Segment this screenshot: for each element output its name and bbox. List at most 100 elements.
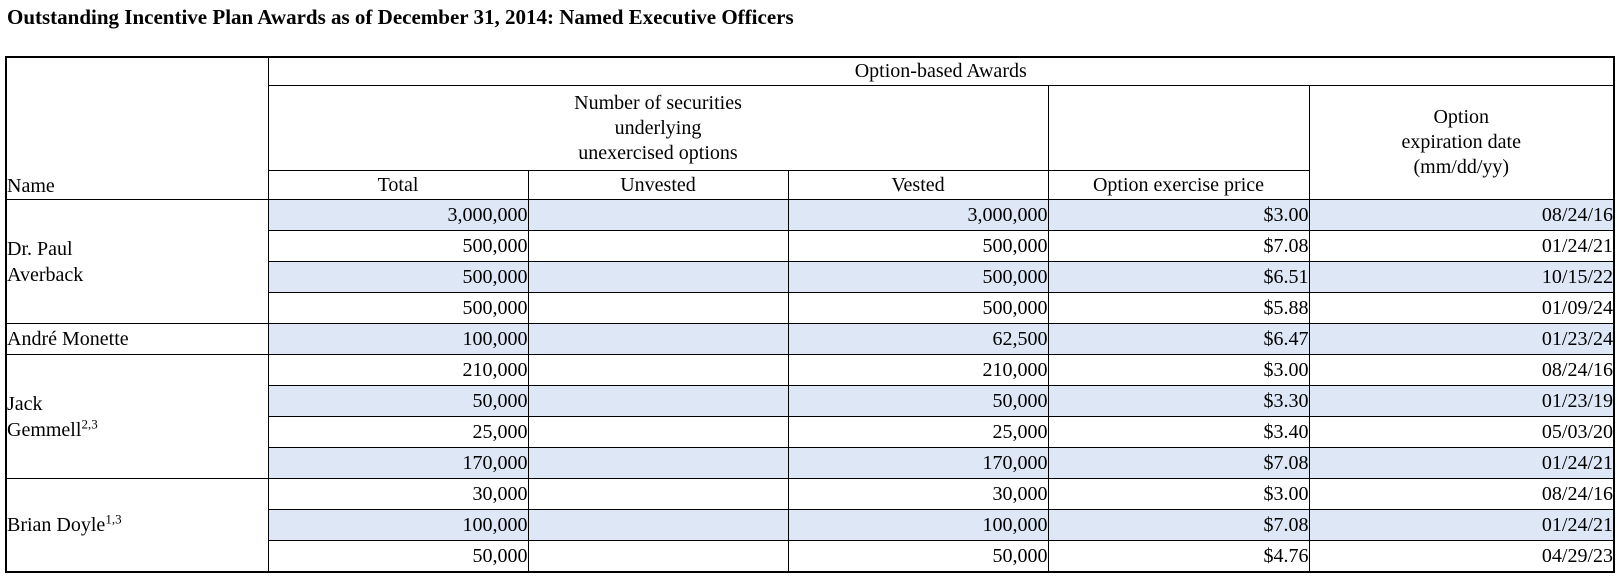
expiry-cell: 01/23/24 xyxy=(1308,323,1615,355)
column-header-unvested: Unvested xyxy=(527,170,789,200)
expiry-cell: 01/23/19 xyxy=(1308,385,1615,417)
vested-cell: 62,500 xyxy=(787,323,1049,355)
group-header-securities-line: underlying xyxy=(614,116,702,139)
price-cell: $7.08 xyxy=(1047,447,1310,479)
footnote-reference: 1,3 xyxy=(105,511,122,527)
vested-cell: 50,000 xyxy=(787,540,1049,573)
unvested-cell xyxy=(527,323,789,355)
expiry-cell: 01/09/24 xyxy=(1308,292,1615,324)
vested-cell: 210,000 xyxy=(787,354,1049,386)
expiry-cell: 01/24/21 xyxy=(1308,447,1615,479)
column-header-total: Total xyxy=(267,170,529,200)
footnote-reference: 2,3 xyxy=(81,415,98,431)
span-header-option-based-awards: Option-based Awards xyxy=(267,56,1615,86)
price-cell: $3.00 xyxy=(1047,478,1310,510)
unvested-cell xyxy=(527,540,789,573)
table-row: 100,000 100,000 $7.08 01/24/21 xyxy=(6,509,1615,541)
total-cell: 50,000 xyxy=(267,385,529,417)
awards-table: Name Option-based Awards Number of secur… xyxy=(5,56,1616,573)
price-cell: $3.00 xyxy=(1047,354,1310,386)
expiry-cell: 05/03/20 xyxy=(1308,416,1615,448)
header-row-groups: Number of securities underlying unexerci… xyxy=(6,85,1615,200)
vested-cell: 30,000 xyxy=(787,478,1049,510)
vested-cell: 50,000 xyxy=(787,385,1049,417)
total-cell: 100,000 xyxy=(267,323,529,355)
total-cell: 500,000 xyxy=(267,292,529,324)
expiry-cell: 01/24/21 xyxy=(1308,230,1615,262)
unvested-cell xyxy=(527,478,789,510)
price-cell: $3.40 xyxy=(1047,416,1310,448)
total-cell: 3,000,000 xyxy=(267,199,529,231)
unvested-cell xyxy=(527,385,789,417)
vested-cell: 100,000 xyxy=(787,509,1049,541)
unvested-cell xyxy=(527,261,789,293)
price-cell: $3.00 xyxy=(1047,199,1310,231)
officer-name: Dr. Paul xyxy=(7,237,73,260)
unvested-cell xyxy=(527,230,789,262)
officer-name-cell: Jack Gemmell2,3 xyxy=(5,354,269,479)
vested-cell: 500,000 xyxy=(787,230,1049,262)
price-cell: $7.08 xyxy=(1047,230,1310,262)
column-header-expiration-line: Option xyxy=(1433,106,1490,128)
column-header-price: Option exercise price xyxy=(1047,170,1310,200)
table-row: Dr. Paul Averback 3,000,000 3,000,000 $3.00 0… xyxy=(5,199,1615,324)
group-header-securities-line: unexercised options xyxy=(578,141,738,164)
column-header-vested: Vested xyxy=(787,170,1049,200)
expiry-cell: 08/24/16 xyxy=(1308,478,1615,510)
awards-table-header: Name Option-based Awards Number of secur… xyxy=(5,56,1615,200)
price-cell: $6.47 xyxy=(1047,323,1310,355)
total-cell: 30,000 xyxy=(267,478,529,510)
price-cell: $5.88 xyxy=(1047,292,1310,324)
awards-table-body: Dr. Paul Averback 3,000,000 3,000,000 $3.00 0… xyxy=(5,199,1615,573)
table-row: Brian Doyle1,3 30,000 30,000 $3.00 08/24/16 xyxy=(5,478,1615,573)
unvested-cell xyxy=(527,416,789,448)
unvested-cell xyxy=(527,447,789,479)
group-header-securities: Number of securities underlying unexerci… xyxy=(267,85,1049,171)
officer-name: Gemmell xyxy=(7,418,82,441)
vested-cell: 500,000 xyxy=(787,292,1049,324)
unvested-cell xyxy=(527,292,789,324)
column-header-expiration-line: expiration date xyxy=(1401,131,1521,153)
vested-cell: 3,000,000 xyxy=(787,199,1049,231)
expiry-cell: 08/24/16 xyxy=(1308,199,1615,231)
price-cell: $6.51 xyxy=(1047,261,1310,293)
expiry-cell: 01/24/21 xyxy=(1308,509,1615,541)
expiry-cell: 04/29/23 xyxy=(1308,540,1615,573)
table-row: 500,000 500,000 $6.51 10/15/22 xyxy=(6,261,1615,293)
price-cell: $4.76 xyxy=(1047,540,1310,573)
vested-cell: 25,000 xyxy=(787,416,1049,448)
page-title: Outstanding Incentive Plan Awards as of … xyxy=(7,5,794,29)
price-cell: $3.30 xyxy=(1047,385,1310,417)
expiry-cell: 08/24/16 xyxy=(1308,354,1615,386)
expiry-cell: 10/15/22 xyxy=(1308,261,1615,293)
total-cell: 25,000 xyxy=(267,416,529,448)
table-row: 50,000 50,000 $3.30 01/23/19 xyxy=(6,385,1615,417)
header-spacer-cell xyxy=(1047,85,1310,171)
column-header-expiration-line: (mm/dd/yy) xyxy=(1413,156,1510,178)
column-header-name: Name xyxy=(5,56,269,200)
total-cell: 210,000 xyxy=(267,354,529,386)
table-row: Jack Gemmell2,3 210,000 210,000 $3.00 08/24/1… xyxy=(5,354,1615,479)
total-cell: 500,000 xyxy=(267,230,529,262)
officer-name: Averback xyxy=(7,263,84,286)
header-row-columns: Total Unvested Vested Option exercise pr… xyxy=(6,170,1614,200)
total-cell: 170,000 xyxy=(267,447,529,479)
table-row: 50,000 50,000 $4.76 04/29/23 xyxy=(6,540,1615,573)
column-header-expiration: Option expiration date (mm/dd/yy) xyxy=(1308,85,1615,200)
officer-name-cell: André Monette xyxy=(5,323,269,355)
price-cell: $7.08 xyxy=(1047,509,1310,541)
vested-cell: 170,000 xyxy=(787,447,1049,479)
unvested-cell xyxy=(527,354,789,386)
total-cell: 100,000 xyxy=(267,509,529,541)
unvested-cell xyxy=(527,199,789,231)
officer-name-cell: Dr. Paul Averback xyxy=(5,199,269,324)
officer-name: Brian Doyle xyxy=(7,514,106,536)
header-row-span: Name Option-based Awards xyxy=(5,56,1615,200)
officer-name: André Monette xyxy=(7,328,129,350)
officer-name: Jack xyxy=(7,392,43,415)
vested-cell: 500,000 xyxy=(787,261,1049,293)
unvested-cell xyxy=(527,509,789,541)
group-header-securities-line: Number of securities xyxy=(574,91,742,114)
officer-name-cell: Brian Doyle1,3 xyxy=(5,478,269,573)
